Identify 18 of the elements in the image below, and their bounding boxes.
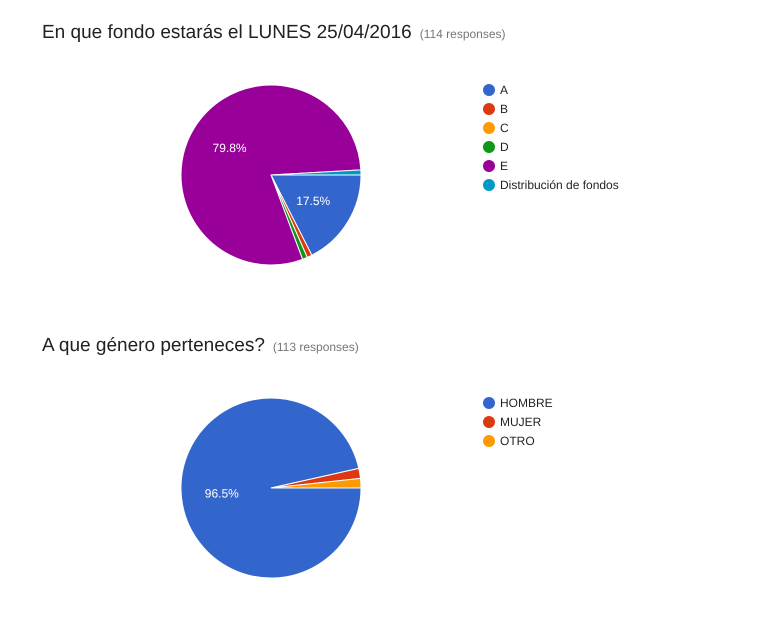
legend-label: Distribución de fondos	[500, 178, 619, 192]
data-label: 17.5%	[296, 194, 331, 208]
chart-title: A que género perteneces?	[42, 335, 265, 356]
legend-label: E	[500, 159, 508, 174]
pie-slice	[180, 84, 362, 266]
legend-label: OTRO	[500, 434, 535, 448]
chart-title: En que fondo estarás el LUNES 25/04/2016	[42, 22, 412, 43]
chart-subtitle: (113 responses)	[272, 340, 359, 354]
data-label: 96.5%	[204, 486, 240, 501]
legend-label: HOMBRE	[500, 396, 553, 410]
pie-slice	[180, 398, 362, 578]
data-label: 79.8%	[212, 141, 247, 156]
legend-label: C	[500, 121, 509, 136]
legend-label: A	[500, 83, 508, 98]
legend-label: MUJER	[500, 415, 542, 430]
chart-subtitle: (114 responses)	[420, 27, 506, 41]
legend-label: D	[500, 140, 509, 154]
legend-label: B	[500, 102, 508, 116]
